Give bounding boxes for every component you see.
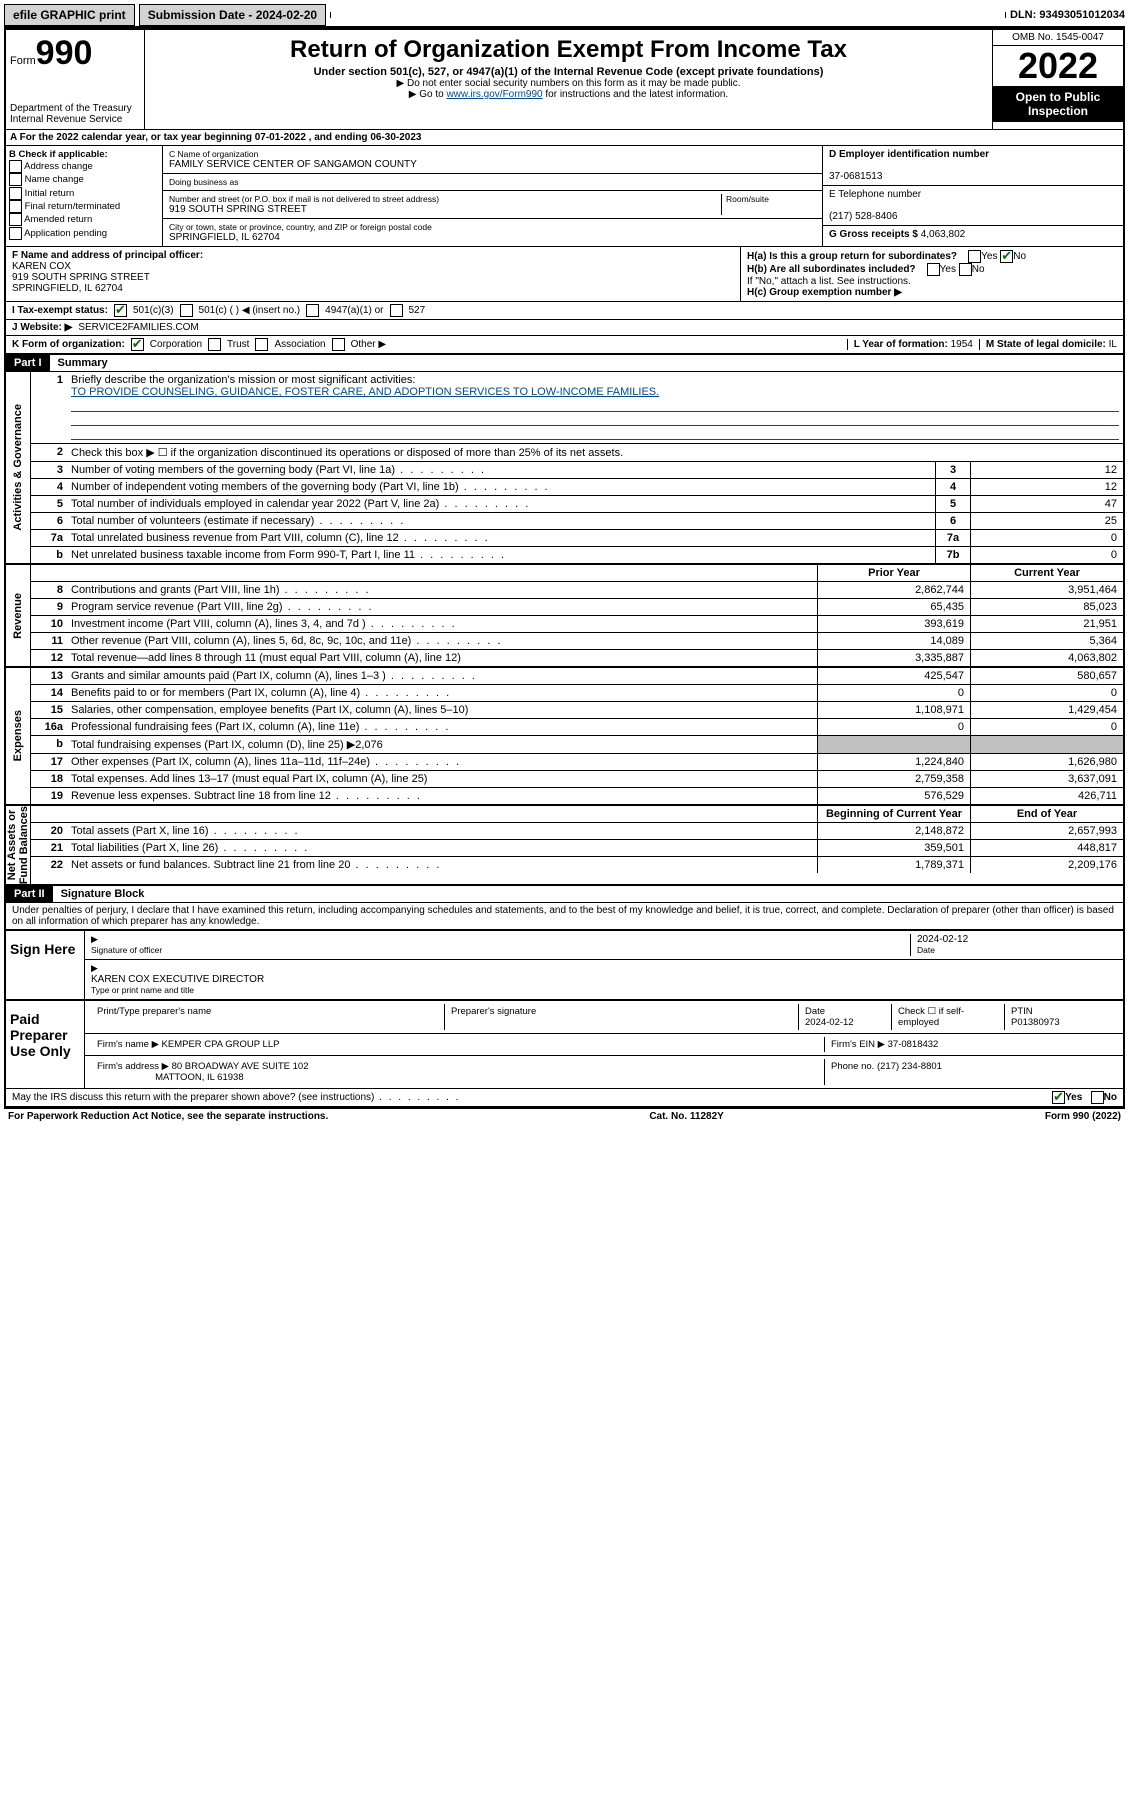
row-j: J Website: ▶ SERVICE2FAMILIES.COM — [6, 319, 1123, 335]
cell-dba: Doing business as — [163, 174, 822, 191]
form-title: Return of Organization Exempt From Incom… — [149, 36, 988, 64]
part-i-header: Part I Summary — [6, 353, 1123, 371]
cell-org-name: C Name of organization FAMILY SERVICE CE… — [163, 146, 822, 174]
cell-phone: E Telephone number (217) 528-8406 — [823, 186, 1123, 226]
chk-final[interactable]: Final return/terminated — [9, 200, 159, 213]
paid-preparer-label: Paid Preparer Use Only — [6, 1001, 85, 1088]
cell-gross: G Gross receipts $ 4,063,802 — [823, 226, 1123, 243]
omb-number: OMB No. 1545-0047 — [993, 30, 1123, 46]
activities-governance-block: Activities & Governance 1 Briefly descri… — [6, 371, 1123, 563]
section-f: F Name and address of principal officer:… — [6, 247, 740, 301]
dept-label: Department of the Treasury Internal Reve… — [10, 103, 140, 125]
row-k-l-m: K Form of organization: Corporation Trus… — [6, 335, 1123, 353]
form-note-2: ▶ Go to www.irs.gov/Form990 for instruct… — [149, 89, 988, 100]
form-header: Form990 Department of the Treasury Inter… — [6, 30, 1123, 129]
irs-link[interactable]: www.irs.gov/Form990 — [446, 89, 542, 100]
ein-value: 37-0681513 — [829, 171, 882, 182]
officer-name: KAREN COX EXECUTIVE DIRECTOR — [91, 974, 264, 985]
col-b-checkboxes: B Check if applicable: Address change Na… — [6, 146, 163, 246]
preparer-row-2: Firm's name ▶ KEMPER CPA GROUP LLP Firm'… — [85, 1034, 1123, 1056]
row-f-h: F Name and address of principal officer:… — [6, 246, 1123, 301]
discuss-row: May the IRS discuss this return with the… — [6, 1088, 1123, 1106]
top-bar: efile GRAPHIC print Submission Date - 20… — [4, 4, 1125, 28]
footer-left: For Paperwork Reduction Act Notice, see … — [8, 1111, 328, 1122]
chk-corp[interactable] — [131, 338, 144, 351]
vert-activities: Activities & Governance — [12, 404, 24, 531]
cell-city: City or town, state or province, country… — [163, 219, 822, 246]
perjury-statement: Under penalties of perjury, I declare th… — [6, 902, 1123, 929]
discuss-yes[interactable] — [1052, 1091, 1065, 1104]
revenue-block: Revenue Prior YearCurrent Year 8Contribu… — [6, 563, 1123, 666]
paid-preparer-section: Paid Preparer Use Only Print/Type prepar… — [6, 999, 1123, 1088]
phone-value: (217) 528-8406 — [829, 211, 897, 222]
website-value: SERVICE2FAMILIES.COM — [78, 322, 198, 333]
spacer — [330, 12, 1006, 18]
row-a-tax-year: A For the 2022 calendar year, or tax yea… — [6, 129, 1123, 145]
form-note-1: ▶ Do not enter social security numbers o… — [149, 78, 988, 89]
dln-label: DLN: 93493051012034 — [1010, 9, 1125, 21]
tax-year: 2022 — [993, 46, 1123, 86]
org-name: FAMILY SERVICE CENTER OF SANGAMON COUNTY — [169, 159, 816, 170]
col-d-e-g: D Employer identification number 37-0681… — [822, 146, 1123, 246]
row-i: I Tax-exempt status: 501(c)(3) 501(c) ( … — [6, 301, 1123, 319]
chk-initial[interactable]: Initial return — [9, 187, 159, 200]
sign-here-section: Sign Here Signature of officer 2024-02-1… — [6, 929, 1123, 999]
net-assets-block: Net Assets or Fund Balances Beginning of… — [6, 804, 1123, 884]
chk-assoc[interactable] — [255, 338, 268, 351]
vert-expenses: Expenses — [12, 710, 24, 761]
chk-address[interactable]: Address change — [9, 160, 159, 173]
vert-net-assets: Net Assets or Fund Balances — [6, 806, 30, 884]
chk-pending[interactable]: Application pending — [9, 227, 159, 240]
form-subtitle: Under section 501(c), 527, or 4947(a)(1)… — [149, 66, 988, 78]
col-c-org-info: C Name of organization FAMILY SERVICE CE… — [163, 146, 822, 246]
page-footer: For Paperwork Reduction Act Notice, see … — [4, 1108, 1125, 1124]
efile-print-button[interactable]: efile GRAPHIC print — [4, 4, 135, 26]
cell-street: Number and street (or P.O. box if mail i… — [163, 191, 822, 219]
footer-mid: Cat. No. 11282Y — [649, 1111, 723, 1122]
chk-501c[interactable] — [180, 304, 193, 317]
part-ii-header: Part II Signature Block — [6, 884, 1123, 902]
chk-4947[interactable] — [306, 304, 319, 317]
city-value: SPRINGFIELD, IL 62704 — [169, 232, 816, 243]
chk-527[interactable] — [390, 304, 403, 317]
open-public-badge: Open to Public Inspection — [993, 86, 1123, 122]
preparer-row-3: Firm's address ▶ 80 BROADWAY AVE SUITE 1… — [85, 1056, 1123, 1088]
gross-value: 4,063,802 — [921, 229, 966, 240]
header-center: Return of Organization Exempt From Incom… — [145, 30, 992, 129]
chk-amended[interactable]: Amended return — [9, 213, 159, 226]
expenses-block: Expenses 13Grants and similar amounts pa… — [6, 666, 1123, 804]
preparer-row-1: Print/Type preparer's name Preparer's si… — [85, 1001, 1123, 1034]
header-right: OMB No. 1545-0047 2022 Open to Public In… — [992, 30, 1123, 129]
form-container: Form990 Department of the Treasury Inter… — [4, 28, 1125, 1108]
section-h: H(a) Is this a group return for subordin… — [740, 247, 1123, 301]
header-left: Form990 Department of the Treasury Inter… — [6, 30, 145, 129]
chk-name[interactable]: Name change — [9, 173, 159, 186]
cell-ein: D Employer identification number 37-0681… — [823, 146, 1123, 186]
chk-501c3[interactable] — [114, 304, 127, 317]
vert-revenue: Revenue — [12, 593, 24, 639]
section-b-heading: B Check if applicable: — [9, 149, 108, 160]
sign-here-label: Sign Here — [6, 931, 85, 999]
submission-date-box: Submission Date - 2024-02-20 — [139, 4, 326, 26]
street-value: 919 SOUTH SPRING STREET — [169, 204, 721, 215]
section-b-c-d-e: B Check if applicable: Address change Na… — [6, 145, 1123, 246]
chk-other[interactable] — [332, 338, 345, 351]
discuss-no[interactable] — [1091, 1091, 1104, 1104]
chk-trust[interactable] — [208, 338, 221, 351]
form-number: Form990 — [10, 34, 140, 73]
footer-right: Form 990 (2022) — [1045, 1111, 1121, 1122]
room-suite: Room/suite — [721, 194, 816, 215]
mission-text: TO PROVIDE COUNSELING, GUIDANCE, FOSTER … — [71, 386, 659, 398]
